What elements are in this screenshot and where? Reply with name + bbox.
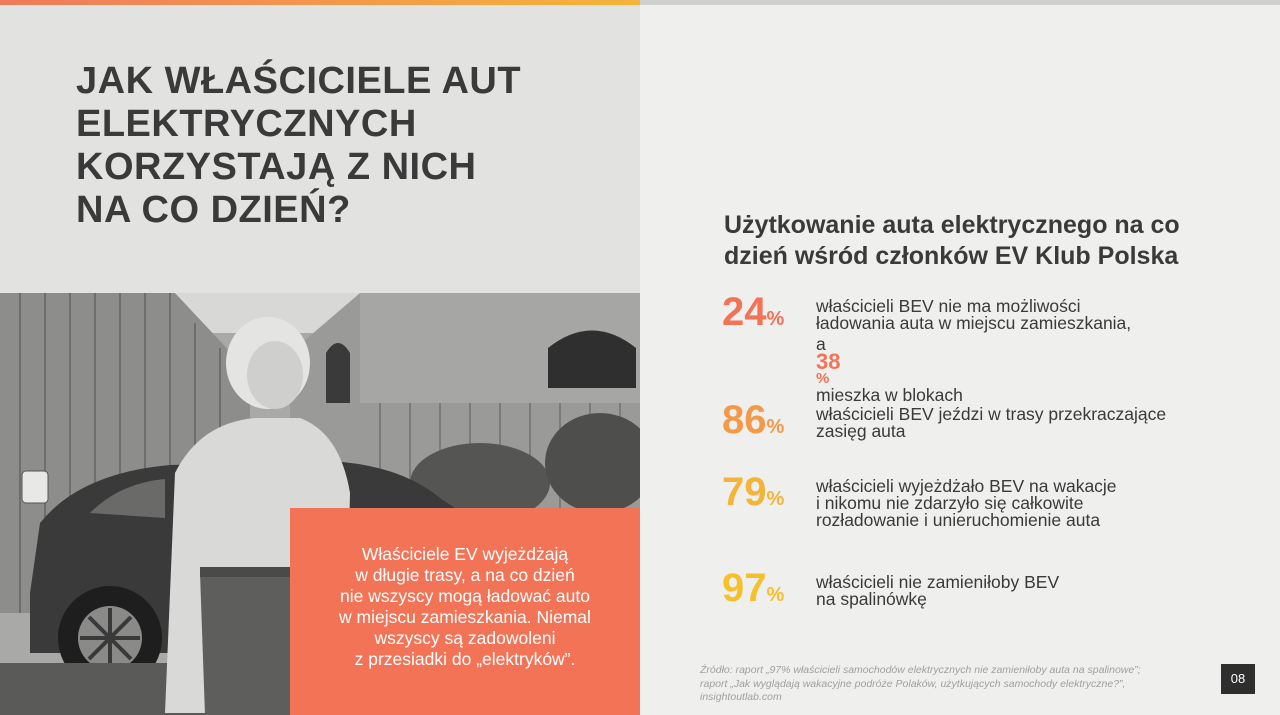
stat-description: właścicieli wyjeżdżało BEV na wakacje i …: [816, 476, 1246, 530]
slide-title: JAK WŁAŚCICIELE AUT ELEKTRYCZNYCH KORZYS…: [76, 60, 596, 232]
stat-line: właścicieli BEV nie ma możliwości: [816, 296, 1081, 316]
source-line: raport „Jak wyglądają wakacyjne podróże …: [700, 677, 1126, 690]
stat-extra-prefix: a: [816, 334, 826, 354]
stat-number: 97: [722, 566, 767, 610]
bush-right: [545, 413, 640, 513]
stat-unit: %: [766, 584, 785, 606]
stat-value: 24%: [722, 292, 784, 339]
slide-title-line: JAK WŁAŚCICIELE AUT: [76, 60, 522, 102]
callout-line: nie wszyscy mogą ładować auto: [340, 586, 590, 606]
accent-grey-segment: [640, 0, 1280, 5]
source-line: insightoutlab.com: [700, 691, 782, 703]
stats-heading-line: Użytkowanie auta elektrycznego na co: [724, 211, 1180, 239]
stat-line: właścicieli BEV jeździ w trasy przekracz…: [816, 404, 1167, 424]
accent-gradient-segment: [0, 0, 640, 5]
stat-number: 24: [722, 290, 767, 334]
stat-extra-value: 38%: [816, 349, 1246, 388]
stat-value: 86%: [722, 400, 784, 447]
source-note: Źródło: raport „97% właścicieli samochod…: [700, 664, 1200, 705]
title-panel: [0, 5, 640, 293]
small-arched-window: [326, 343, 350, 403]
callout-line: w długie trasy, a na co dzień: [355, 565, 575, 585]
stat-line: i nikomu nie zdarzyło się całkowite: [816, 493, 1084, 513]
stat-line: rozładowanie i unieruchomienie auta: [816, 510, 1101, 530]
stat-line: zasięg auta: [816, 421, 906, 441]
stat-number: 86: [722, 398, 767, 442]
woman-belt: [200, 567, 300, 577]
stats-heading-line: dzień wśród członków EV Klub Polska: [724, 242, 1179, 270]
wallbox-charger: [21, 470, 49, 504]
callout-line: z przesiadki do „elektryków”.: [354, 649, 576, 669]
stat-description: właścicieli nie zamieniłoby BEV na spali…: [816, 572, 1246, 609]
stat-description: właścicieli BEV nie ma możliwości ładowa…: [816, 296, 1246, 405]
stat-unit: %: [766, 308, 785, 330]
car-window: [90, 479, 165, 518]
callout-line: wszyscy są zadowoleni: [374, 628, 556, 648]
stat-line: właścicieli nie zamieniłoby BEV: [816, 572, 1060, 592]
stat-line: na spalinówkę: [816, 589, 927, 609]
stat-line: ładowania auta w miejscu zamieszkania,: [816, 313, 1132, 333]
woman-face: [247, 341, 303, 409]
stat-extra-unit: %: [816, 370, 830, 387]
stat-description: właścicieli BEV jeździ w trasy przekracz…: [816, 404, 1246, 441]
stat-extra-suffix: mieszka w blokach: [816, 385, 963, 405]
source-line: Źródło: raport „97% właścicieli samochod…: [700, 664, 1141, 676]
slide-title-line: NA CO DZIEŃ?: [76, 189, 351, 231]
woman-trousers: [200, 573, 300, 715]
callout-line: Właściciele EV wyjeżdżają: [361, 544, 569, 564]
callout-line: w miejscu zamieszkania. Niemal: [339, 607, 591, 627]
page-number: 08: [1221, 664, 1255, 694]
stat-line: właścicieli wyjeżdżało BEV na wakacje: [816, 476, 1117, 496]
stats-heading: Użytkowanie auta elektrycznego na co dzi…: [724, 210, 1244, 272]
stat-extra-number: 38: [816, 349, 841, 374]
summary-callout: Właściciele EV wyjeżdżają w długie trasy…: [290, 508, 640, 715]
rim-spokes: [80, 608, 140, 668]
stat-unit: %: [766, 488, 785, 510]
top-accent-bar: [0, 0, 1280, 5]
stat-line: a 38% mieszka w blokach: [816, 334, 1246, 405]
slide-title-line: ELEKTRYCZNYCH: [76, 103, 417, 145]
stat-value: 79%: [722, 472, 784, 519]
arched-window: [548, 330, 636, 388]
stat-value: 97%: [722, 568, 784, 615]
stat-unit: %: [766, 416, 785, 438]
slide-title-line: KORZYSTAJĄ Z NICH: [76, 146, 477, 188]
stat-number: 79: [722, 470, 767, 514]
